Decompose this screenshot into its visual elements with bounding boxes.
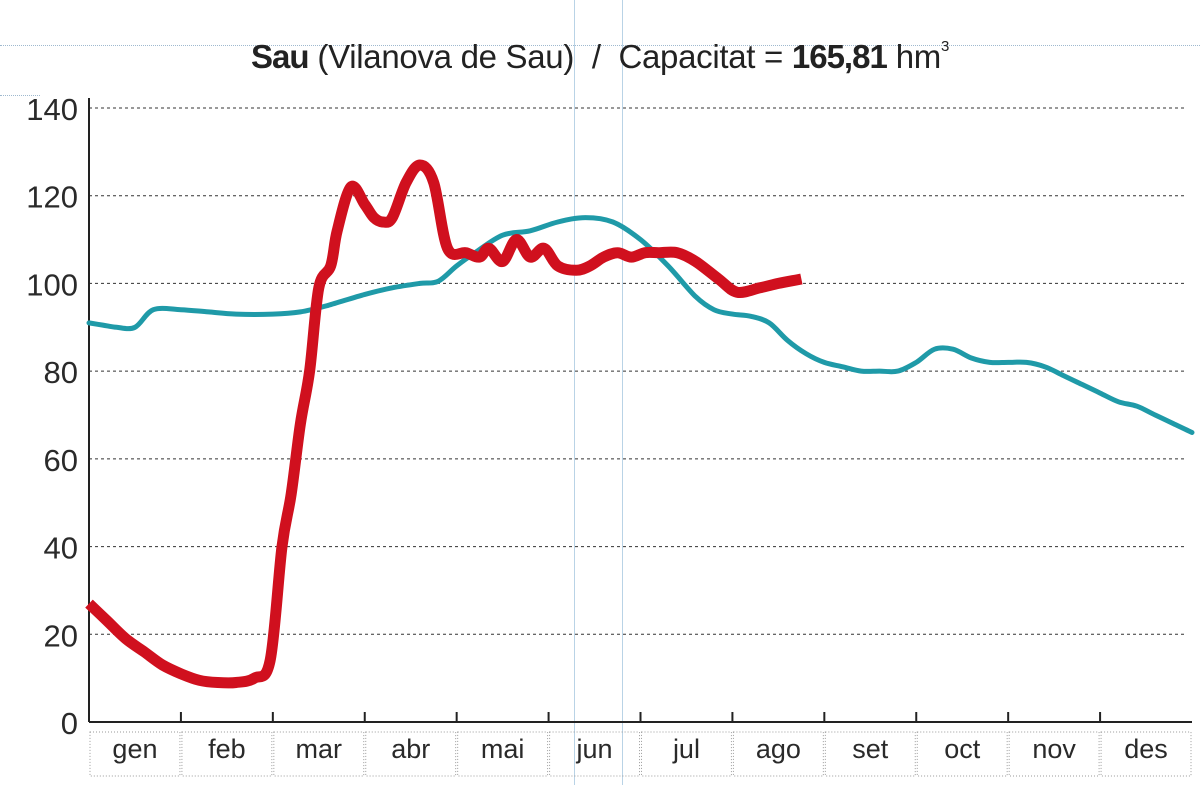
- month-label-box: [273, 731, 365, 777]
- y-tick-label: 100: [26, 267, 78, 302]
- title-separator: /: [591, 38, 601, 75]
- y-tick-label: 20: [44, 618, 78, 653]
- capacity-unit-superscript: 3: [940, 38, 949, 55]
- x-tick-label: gen: [112, 734, 157, 764]
- x-tick-label: set: [852, 734, 889, 764]
- month-label-box: [549, 731, 640, 777]
- reservoir-name: Sau: [251, 38, 310, 75]
- month-label-box: [89, 731, 181, 777]
- reservoir-place: (Vilanova de Sau): [317, 38, 575, 75]
- y-tick-label: 80: [44, 355, 78, 390]
- capacity-label: Capacitat =: [618, 38, 783, 75]
- chart-title: Sau (Vilanova de Sau) / Capacitat = 165,…: [0, 38, 1200, 76]
- month-label-box: [457, 731, 549, 777]
- x-tick-label: feb: [208, 734, 246, 764]
- x-tick-label: nov: [1032, 734, 1076, 764]
- layout-guide-vertical: [574, 0, 575, 785]
- x-tick-label: ago: [756, 734, 801, 764]
- month-label-box: [732, 731, 824, 777]
- y-tick-label: 0: [61, 706, 78, 741]
- layout-guide-horizontal: [0, 45, 1200, 46]
- layout-guide-horizontal: [0, 95, 40, 96]
- month-label-box: [1100, 731, 1192, 777]
- month-label-box: [824, 731, 916, 777]
- y-tick-label: 60: [44, 443, 78, 478]
- month-label-box: [365, 731, 457, 777]
- series-line-current: [85, 159, 803, 689]
- capacity-unit: hm: [895, 38, 942, 75]
- x-tick-label: jun: [576, 734, 613, 764]
- capacity-value: 165,81: [791, 38, 888, 75]
- x-tick-label: jul: [672, 734, 700, 764]
- y-tick-label: 40: [44, 531, 78, 566]
- x-tick-label: des: [1124, 734, 1168, 764]
- series-line-average: [86, 215, 1195, 435]
- y-tick-label: 120: [26, 180, 78, 215]
- y-tick-label: 140: [26, 92, 78, 127]
- month-label-box: [641, 731, 732, 777]
- layout-guide-vertical: [622, 0, 623, 785]
- x-tick-label: mar: [296, 734, 343, 764]
- x-tick-label: mai: [481, 734, 525, 764]
- x-tick-label: oct: [944, 734, 981, 764]
- month-label-box: [181, 731, 273, 777]
- x-tick-label: abr: [391, 734, 430, 764]
- month-label-box: [1008, 731, 1100, 777]
- month-label-box: [916, 731, 1008, 777]
